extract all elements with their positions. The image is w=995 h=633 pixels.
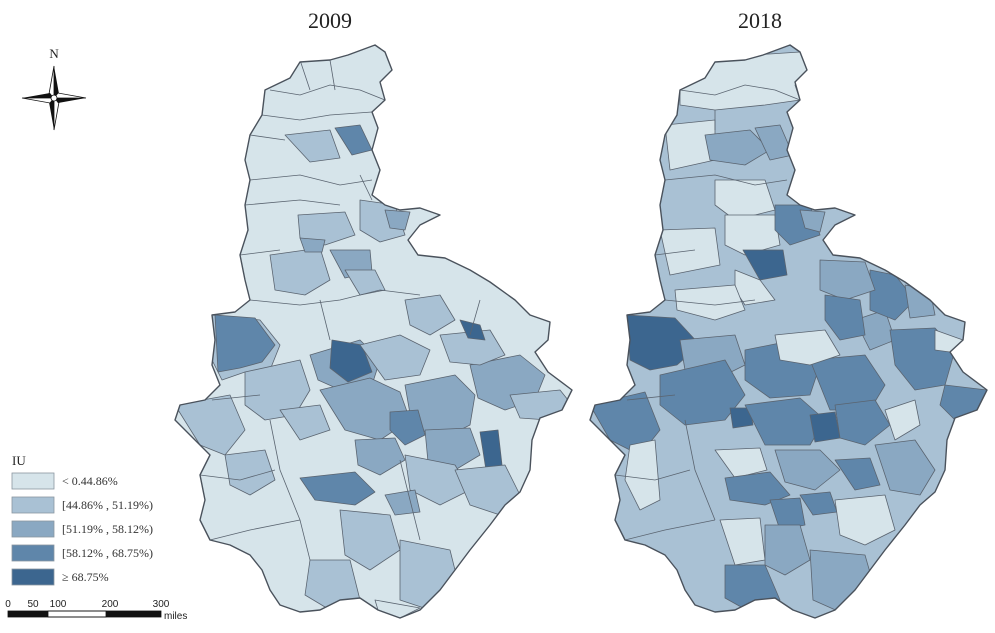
legend-swatch-1 bbox=[11, 472, 55, 490]
scale-segment-3 bbox=[106, 611, 161, 617]
scale-unit: miles bbox=[164, 611, 187, 622]
legend-swatch-2 bbox=[11, 496, 55, 514]
north-arrow-icon: N bbox=[21, 46, 87, 131]
legend-label-4: [58.12% , 68.75%) bbox=[62, 546, 153, 560]
choropleth-map-2009 bbox=[174, 44, 573, 619]
scale-bar: 0 50 100 200 300 miles bbox=[5, 599, 187, 622]
north-label: N bbox=[49, 46, 59, 61]
scale-tick-100: 100 bbox=[50, 599, 67, 610]
scale-tick-50: 50 bbox=[27, 599, 39, 610]
legend-label-5: ≥ 68.75% bbox=[62, 570, 109, 584]
legend: IU < 0.44.86% [44.86% , 51.19%) [51.19% , … bbox=[11, 453, 153, 586]
map-title-2009: 2009 bbox=[308, 8, 352, 33]
scale-segment-2 bbox=[47, 610, 107, 618]
scale-tick-300: 300 bbox=[153, 599, 170, 610]
scale-tick-0: 0 bbox=[5, 599, 11, 610]
legend-label-1: < 0.44.86% bbox=[62, 474, 118, 488]
scale-tick-200: 200 bbox=[102, 599, 119, 610]
scale-segment-1 bbox=[8, 611, 48, 617]
map-title-2018: 2018 bbox=[738, 8, 782, 33]
legend-title: IU bbox=[12, 453, 26, 468]
legend-swatch-4 bbox=[11, 544, 55, 562]
choropleth-map-2018 bbox=[589, 44, 988, 619]
legend-label-3: [51.19% , 58.12%) bbox=[62, 522, 153, 536]
legend-label-2: [44.86% , 51.19%) bbox=[62, 498, 153, 512]
legend-swatch-5 bbox=[11, 568, 55, 586]
legend-swatch-3 bbox=[11, 520, 55, 538]
